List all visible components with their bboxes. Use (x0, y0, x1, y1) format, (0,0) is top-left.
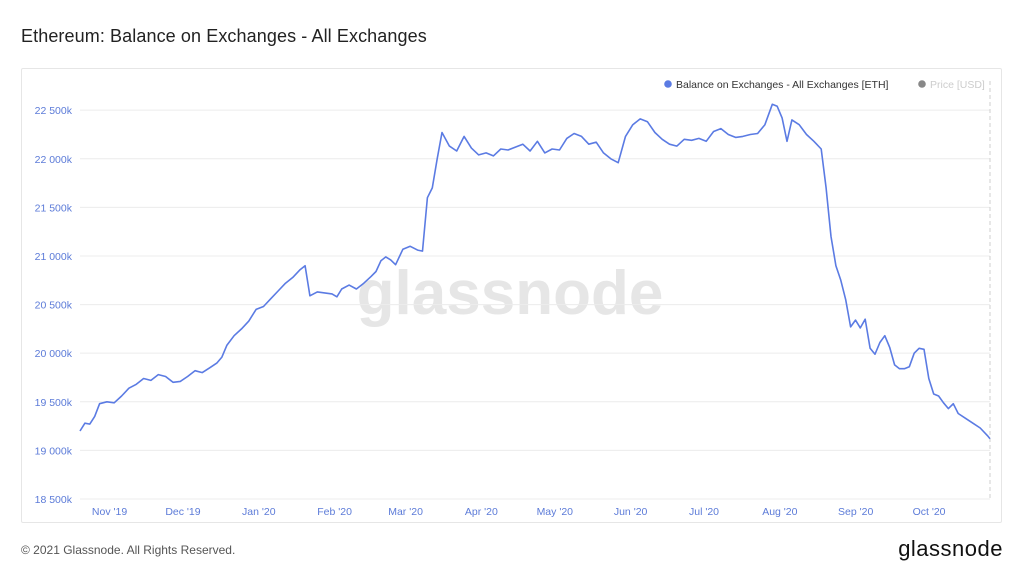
legend-label-balance: Balance on Exchanges - All Exchanges [ET… (676, 79, 889, 91)
footer-copyright: © 2021 Glassnode. All Rights Reserved. (21, 543, 236, 557)
y-tick-label: 19 000k (35, 445, 73, 457)
x-tick-label: Dec '19 (165, 506, 200, 518)
y-tick-label: 18 500k (35, 494, 73, 506)
watermark: glassnode (357, 259, 664, 328)
chart-svg[interactable]: glassnode 18 500k 19 000k 19 500k 20 000k 20… (22, 69, 1001, 522)
x-tick-label: Jan '20 (242, 506, 276, 518)
legend-marker-balance (664, 80, 672, 88)
y-tick-label: 19 500k (35, 397, 73, 409)
y-tick-label: 21 500k (35, 202, 73, 214)
brand-logo[interactable]: glassnode (898, 536, 1003, 561)
legend-item-price[interactable]: Price [USD] (918, 79, 985, 91)
chart-panel[interactable]: glassnode 18 500k 19 000k 19 500k 20 000k 20… (21, 68, 1002, 523)
x-tick-label: May '20 (537, 506, 574, 518)
x-tick-label: Oct '20 (913, 506, 946, 518)
y-tick-label: 20 500k (35, 300, 73, 312)
x-tick-label: Mar '20 (388, 506, 423, 518)
y-axis-ticks: 18 500k 19 000k 19 500k 20 000k 20 500k 21 00… (35, 105, 73, 506)
legend-marker-price (918, 80, 926, 88)
x-tick-label: Nov '19 (92, 506, 127, 518)
legend[interactable]: Balance on Exchanges - All Exchanges [ET… (664, 79, 985, 91)
grid-lines (80, 109, 990, 500)
y-tick-label: 21 000k (35, 251, 73, 263)
legend-label-price: Price [USD] (930, 79, 985, 91)
page-title: Ethereum: Balance on Exchanges - All Exc… (21, 26, 427, 46)
x-tick-label: Jun '20 (614, 506, 648, 518)
x-tick-label: Aug '20 (762, 506, 797, 518)
legend-item-balance[interactable]: Balance on Exchanges - All Exchanges [ET… (664, 79, 889, 91)
y-tick-label: 22 000k (35, 154, 73, 166)
x-axis-ticks: Nov '19 Dec '19 Jan '20 Feb '20 Mar '20 Apr '… (92, 506, 946, 518)
x-tick-label: Feb '20 (317, 506, 352, 518)
x-tick-label: Sep '20 (838, 506, 873, 518)
x-tick-label: Jul '20 (689, 506, 719, 518)
y-tick-label: 20 000k (35, 348, 73, 360)
series-line-balance[interactable] (79, 103, 991, 440)
y-tick-label: 22 500k (35, 105, 73, 117)
x-tick-label: Apr '20 (465, 506, 498, 518)
